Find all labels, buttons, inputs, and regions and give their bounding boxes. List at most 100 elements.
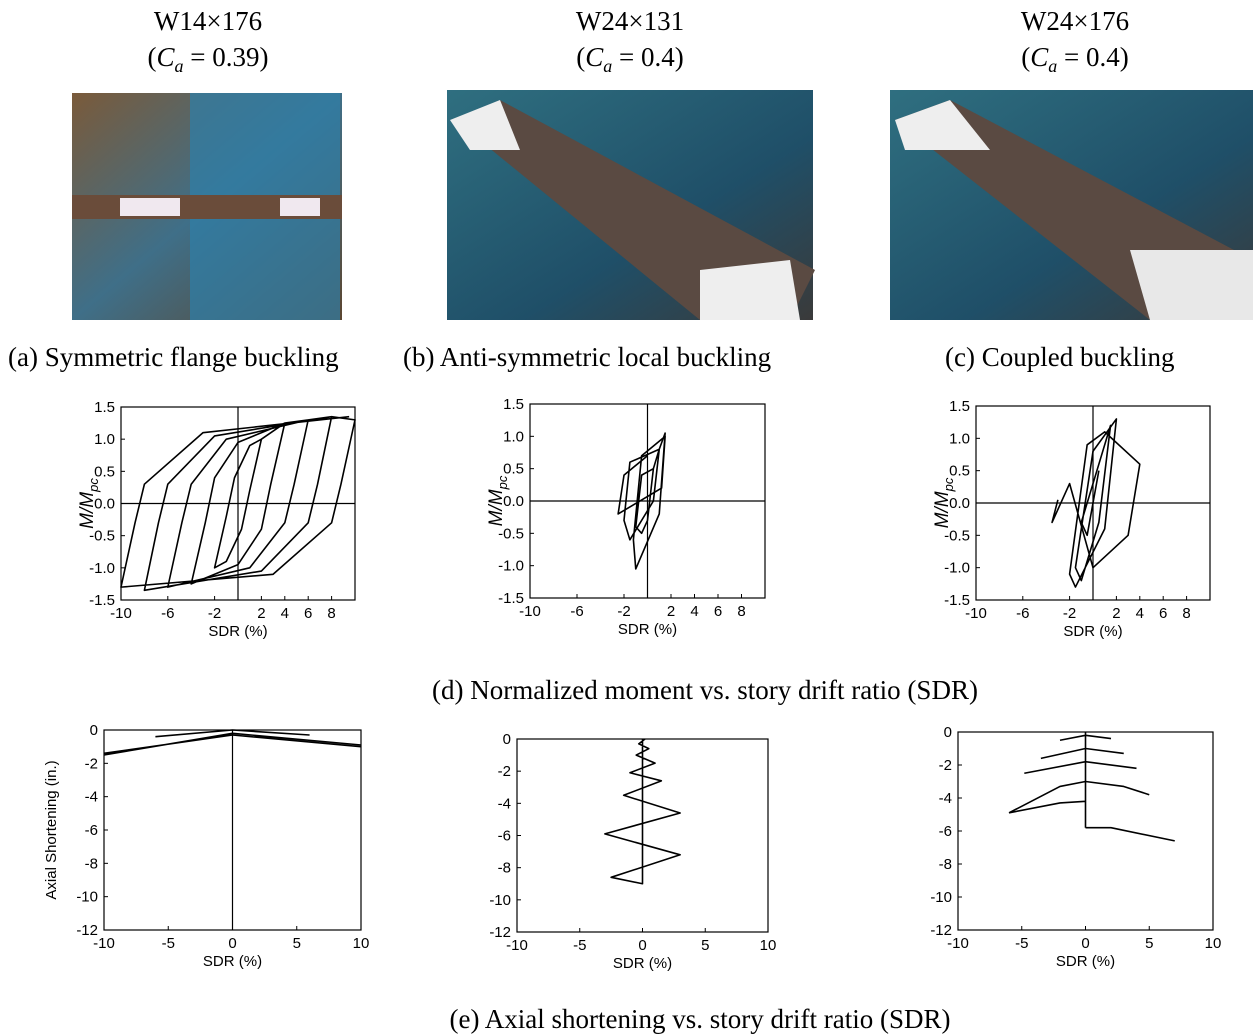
x-tick-label: 0 bbox=[1081, 935, 1089, 952]
y-tick-label: 1.5 bbox=[949, 398, 970, 415]
x-tick-label: -10 bbox=[93, 935, 115, 952]
text: pc bbox=[86, 478, 101, 493]
y-tick-label: -10 bbox=[930, 889, 952, 906]
text: C bbox=[157, 42, 176, 72]
text: M/M bbox=[932, 491, 953, 528]
x-tick-label: -10 bbox=[965, 605, 987, 622]
x-tick-label: 2 bbox=[1112, 605, 1120, 622]
panel-ratio: (Ca = 0.39) bbox=[148, 42, 269, 76]
panel-title: W24×131 bbox=[576, 6, 684, 36]
x-tick-label: -5 bbox=[1015, 935, 1028, 952]
x-tick-label: -10 bbox=[506, 937, 528, 954]
x-tick-label: -2 bbox=[208, 605, 221, 622]
text: = 0.39) bbox=[184, 42, 269, 72]
panel-ratio: (Ca = 0.4) bbox=[576, 42, 683, 76]
data-line bbox=[1009, 732, 1175, 841]
x-tick-label: 0 bbox=[638, 937, 646, 954]
y-tick-label: -4 bbox=[498, 795, 511, 812]
y-tick-label: -10 bbox=[489, 892, 511, 909]
y-tick-label: -2 bbox=[939, 757, 952, 774]
x-tick-label: -5 bbox=[162, 935, 175, 952]
text: a bbox=[175, 56, 184, 76]
y-tick-label: 1.0 bbox=[94, 431, 115, 448]
y-tick-label: -1.0 bbox=[944, 560, 970, 577]
y-tick-label: -10 bbox=[76, 889, 98, 906]
x-tick-label: 10 bbox=[353, 935, 370, 952]
x-tick-label: 2 bbox=[257, 605, 265, 622]
x-tick-label: 6 bbox=[304, 605, 312, 622]
y-tick-label: 1.5 bbox=[503, 396, 524, 413]
caption: (d) Normalized moment vs. story drift ra… bbox=[432, 675, 978, 705]
x-tick-label: 10 bbox=[1205, 935, 1222, 952]
y-tick-label: -4 bbox=[939, 790, 952, 807]
x-tick-label: -6 bbox=[570, 603, 583, 620]
y-tick-label: -6 bbox=[939, 823, 952, 840]
y-tick-label: -6 bbox=[85, 822, 98, 839]
caption: (a) Symmetric flange buckling bbox=[8, 342, 339, 372]
y-axis-label: M/Mpc bbox=[486, 475, 510, 526]
y-tick-label: 0 bbox=[90, 722, 98, 739]
y-tick-label: 0.5 bbox=[503, 461, 524, 478]
y-tick-label: -0.5 bbox=[944, 527, 970, 544]
x-tick-label: 10 bbox=[760, 937, 777, 954]
y-tick-label: -0.5 bbox=[89, 528, 115, 545]
x-tick-label: 4 bbox=[1136, 605, 1144, 622]
text: pc bbox=[941, 477, 956, 492]
x-axis-label: SDR (%) bbox=[203, 953, 262, 970]
y-tick-label: -4 bbox=[85, 789, 98, 806]
caption: (c) Coupled buckling bbox=[945, 342, 1174, 372]
x-tick-label: 0 bbox=[228, 935, 236, 952]
caption: (b) Anti-symmetric local buckling bbox=[403, 342, 771, 372]
x-tick-label: 6 bbox=[1159, 605, 1167, 622]
y-tick-label: -8 bbox=[85, 855, 98, 872]
text: ( bbox=[148, 42, 157, 72]
x-axis-label: SDR (%) bbox=[1056, 953, 1115, 970]
figure: (d) Normalized moment vs. story drift ra… bbox=[0, 0, 1253, 1036]
x-tick-label: 8 bbox=[1182, 605, 1190, 622]
text: = 0.4) bbox=[612, 42, 683, 72]
x-tick-label: 5 bbox=[1145, 935, 1153, 952]
y-axis-label: Axial Shortening (in.) bbox=[43, 760, 60, 899]
x-tick-label: 8 bbox=[737, 603, 745, 620]
x-axis-label: SDR (%) bbox=[1063, 623, 1122, 640]
x-tick-label: -2 bbox=[1063, 605, 1076, 622]
text: = 0.4) bbox=[1057, 42, 1128, 72]
panel-title: W14×176 bbox=[154, 6, 262, 36]
panel-title: W24×176 bbox=[1021, 6, 1129, 36]
x-tick-label: -10 bbox=[947, 935, 969, 952]
text: M/M bbox=[486, 489, 507, 526]
y-tick-label: 0 bbox=[503, 731, 511, 748]
y-tick-label: 1.0 bbox=[949, 430, 970, 447]
y-tick-label: -1.0 bbox=[89, 560, 115, 577]
x-tick-label: 2 bbox=[667, 603, 675, 620]
text: a bbox=[603, 56, 612, 76]
y-tick-label: 0 bbox=[944, 724, 952, 741]
x-tick-label: -6 bbox=[161, 605, 174, 622]
x-tick-label: -5 bbox=[573, 937, 586, 954]
text: M/M bbox=[77, 492, 98, 529]
data-line bbox=[605, 739, 680, 884]
x-tick-label: 5 bbox=[293, 935, 301, 952]
x-axis-label: SDR (%) bbox=[208, 623, 267, 640]
x-tick-label: 4 bbox=[690, 603, 698, 620]
text: ( bbox=[1021, 42, 1030, 72]
text: C bbox=[1030, 42, 1049, 72]
x-tick-label: 8 bbox=[327, 605, 335, 622]
y-tick-label: -1.0 bbox=[498, 558, 524, 575]
x-tick-label: -6 bbox=[1016, 605, 1029, 622]
x-tick-label: -10 bbox=[519, 603, 541, 620]
y-axis-label: M/Mpc bbox=[932, 477, 956, 528]
x-tick-label: 6 bbox=[714, 603, 722, 620]
text: a bbox=[1048, 56, 1057, 76]
y-tick-label: -2 bbox=[498, 763, 511, 780]
x-tick-label: 4 bbox=[281, 605, 289, 622]
panel-ratio: (Ca = 0.4) bbox=[1021, 42, 1128, 76]
x-tick-label: -2 bbox=[617, 603, 630, 620]
x-axis-label: SDR (%) bbox=[618, 621, 677, 638]
x-axis-label: SDR (%) bbox=[613, 955, 672, 972]
y-tick-label: 1.0 bbox=[503, 428, 524, 445]
y-tick-label: -0.5 bbox=[498, 525, 524, 542]
x-tick-label: 5 bbox=[701, 937, 709, 954]
y-tick-label: -8 bbox=[498, 860, 511, 877]
x-tick-label: -10 bbox=[110, 605, 132, 622]
